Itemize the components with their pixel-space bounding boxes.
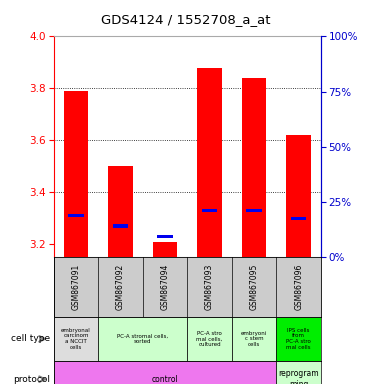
Bar <box>197 68 222 257</box>
Text: GSM867095: GSM867095 <box>250 264 259 310</box>
Bar <box>232 317 276 361</box>
Text: GSM867096: GSM867096 <box>294 264 303 310</box>
Text: IPS cells
from
PC-A stro
mal cells: IPS cells from PC-A stro mal cells <box>286 328 311 350</box>
Text: GSM867092: GSM867092 <box>116 264 125 310</box>
Text: GSM867091: GSM867091 <box>72 264 81 310</box>
Text: control: control <box>152 375 178 384</box>
Bar <box>108 166 133 257</box>
Bar <box>202 209 217 212</box>
Text: protocol: protocol <box>13 375 50 384</box>
Bar <box>291 217 306 220</box>
Bar <box>187 317 232 361</box>
Bar <box>276 361 321 384</box>
Text: embryoni
c stem
cells: embryoni c stem cells <box>241 331 267 347</box>
Bar <box>54 317 98 361</box>
Text: reprogram
ming: reprogram ming <box>278 369 319 384</box>
Text: cell type: cell type <box>11 334 50 343</box>
Text: PC-A stromal cells,
sorted: PC-A stromal cells, sorted <box>117 333 168 344</box>
Bar <box>153 242 177 257</box>
Bar <box>157 235 173 238</box>
Bar <box>286 135 311 257</box>
Text: embryonal
carcinom
a NCCIT
cells: embryonal carcinom a NCCIT cells <box>61 328 91 350</box>
Bar <box>98 317 187 361</box>
Bar <box>54 361 276 384</box>
Bar <box>246 209 262 212</box>
Bar <box>68 214 84 217</box>
Bar <box>242 78 266 257</box>
Bar <box>276 317 321 361</box>
Bar <box>113 224 128 228</box>
Text: GSM867093: GSM867093 <box>205 264 214 310</box>
Bar <box>64 91 88 257</box>
Text: PC-A stro
mal cells,
cultured: PC-A stro mal cells, cultured <box>197 331 223 347</box>
Text: GDS4124 / 1552708_a_at: GDS4124 / 1552708_a_at <box>101 13 270 26</box>
Text: GSM867094: GSM867094 <box>161 264 170 310</box>
